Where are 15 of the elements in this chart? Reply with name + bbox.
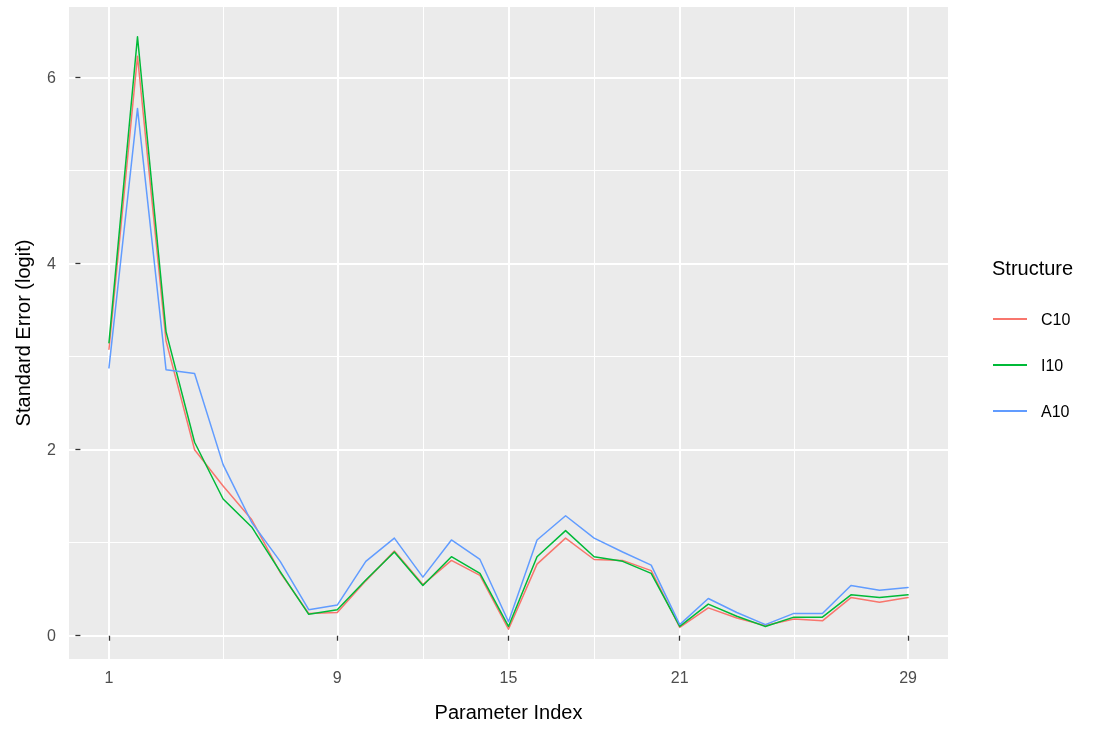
legend-label: A10 [1041, 402, 1070, 420]
x-axis-title: Parameter Index [434, 701, 583, 723]
legend-label: C10 [1041, 310, 1071, 328]
x-tick-label: 1 [104, 668, 114, 686]
x-tick-label: 29 [899, 668, 918, 686]
y-tick-label: 6 [47, 69, 57, 87]
legend-label: I10 [1041, 356, 1064, 374]
x-tick-label: 15 [499, 668, 518, 686]
legend-title: Structure [992, 257, 1074, 279]
y-tick-label: 4 [47, 255, 57, 273]
x-tick-label: 9 [332, 668, 342, 686]
y-axis-title: Standard Error (logit) [12, 239, 34, 427]
y-tick-label: 0 [47, 627, 57, 645]
y-tick-label: 2 [47, 441, 57, 459]
x-tick-label: 21 [670, 668, 689, 686]
